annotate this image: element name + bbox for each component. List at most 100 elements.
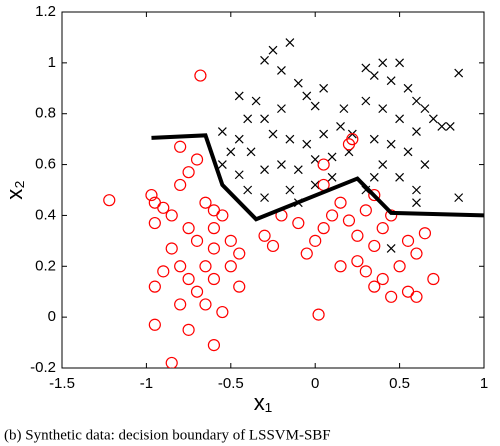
y-tick-label: 1.2 (35, 3, 56, 20)
circle-point (216, 209, 229, 222)
cross-point (217, 127, 227, 136)
circle-point (393, 260, 406, 273)
cross-point (251, 96, 261, 106)
circle-point (199, 298, 212, 311)
circle-point (233, 247, 246, 260)
circle-point (207, 272, 221, 286)
cross-point (395, 114, 405, 124)
x-tick-label: -0.5 (218, 375, 244, 392)
circle-point (376, 272, 389, 286)
cross-point (260, 114, 269, 124)
circle-point (174, 260, 187, 273)
circle-point (224, 234, 237, 247)
circle-point (157, 265, 170, 278)
cross-point (361, 63, 371, 73)
circle-point (165, 356, 178, 368)
plot-area (103, 38, 484, 368)
circle-point (190, 285, 204, 298)
cross-point (327, 172, 337, 182)
x-tick-label: 0 (311, 375, 319, 392)
y-tick-label: -0.2 (30, 359, 56, 376)
cross-point (243, 185, 253, 195)
circle-point (207, 222, 221, 235)
circle-point (351, 229, 364, 242)
circle-point (317, 158, 330, 171)
caption: (b) Synthetic data: decision boundary of… (4, 427, 331, 443)
y-tick-label: 1 (48, 54, 56, 71)
cross-point (293, 78, 303, 88)
circle-point (317, 222, 330, 235)
x-tick-label: -1.5 (49, 375, 75, 392)
y-tick-label: 0 (48, 308, 56, 325)
circle-point (368, 188, 381, 202)
y-tick-label: 0.6 (35, 156, 56, 173)
cross-point (285, 134, 295, 144)
cross-point (260, 165, 269, 175)
circle-point (368, 280, 381, 293)
cross-point (412, 198, 421, 208)
cross-point (319, 129, 329, 139)
cross-point (378, 58, 388, 68)
cross-point (268, 129, 278, 139)
cross-point (428, 114, 438, 124)
circle-point (224, 260, 237, 273)
cross-point (217, 160, 227, 169)
cross-point (395, 58, 405, 68)
cross-point (268, 45, 278, 55)
circle-point (351, 255, 364, 268)
circle-point (174, 140, 187, 153)
circle-point (359, 265, 372, 278)
circle-point (207, 339, 221, 352)
cross-point (369, 172, 379, 182)
cross-point (285, 185, 295, 195)
circle-point (410, 290, 423, 303)
circle-point (165, 209, 178, 222)
y-tick-label: 0.8 (35, 105, 56, 122)
cross-point (420, 160, 430, 169)
cross-point (302, 91, 312, 101)
cross-point (293, 165, 303, 175)
x-tick-label: 0.5 (389, 375, 410, 392)
circle-point (292, 216, 305, 230)
cross-point (445, 122, 455, 131)
cross-point (378, 104, 388, 114)
cross-point (454, 193, 464, 203)
circle-point (427, 272, 440, 286)
cross-point (412, 96, 421, 106)
circle-point (258, 229, 271, 242)
plot-frame (61, 11, 485, 369)
cross-point (336, 122, 345, 131)
circle-point (199, 260, 212, 273)
cross-point (234, 170, 244, 180)
cross-point (277, 66, 286, 75)
cross-point (386, 76, 396, 86)
circle-point (157, 201, 170, 214)
circle-point (342, 214, 356, 227)
circle-point (199, 196, 212, 209)
circle-point (148, 216, 161, 230)
cross-point (361, 96, 371, 106)
circle-point (148, 280, 161, 293)
cross-point (234, 91, 244, 101)
cross-point (378, 160, 388, 169)
cross-point (319, 83, 329, 93)
cross-point (327, 152, 337, 162)
circle-point (410, 247, 423, 260)
circle-point (312, 308, 325, 321)
circle-point (359, 204, 372, 217)
circle-point (385, 290, 398, 303)
circle-point (182, 272, 195, 286)
x-tick-label: -1 (140, 375, 153, 392)
cross-point (243, 114, 253, 124)
circle-point (266, 239, 280, 253)
cross-point (277, 160, 286, 169)
circle-point (182, 166, 195, 179)
circle-point (148, 318, 161, 331)
cross-point (403, 83, 413, 93)
circle-point (418, 227, 432, 240)
cross-point (310, 101, 320, 111)
circle-point (174, 178, 187, 192)
circle-point (207, 242, 221, 255)
cross-point (412, 185, 421, 195)
circle-point (385, 209, 398, 222)
